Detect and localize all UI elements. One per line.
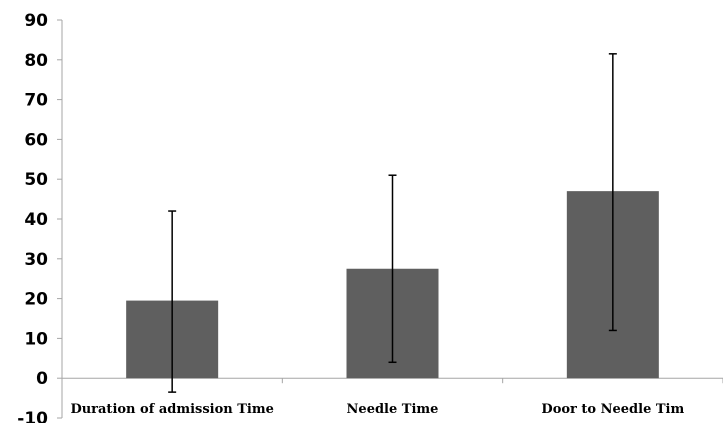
y-tick-label: -10 xyxy=(17,409,48,423)
x-category-label: Duration of admission Time xyxy=(70,402,273,417)
x-category-label: Door to Needle Tim xyxy=(541,402,684,417)
y-tick-label: 10 xyxy=(24,329,48,349)
y-tick-label: 30 xyxy=(24,250,48,270)
y-tick-label: 80 xyxy=(24,51,48,71)
y-tick-label: 50 xyxy=(24,170,48,190)
y-tick-label: 60 xyxy=(24,130,48,150)
y-tick-label: 40 xyxy=(24,210,48,230)
labels: -10 0 10 20 30 40 50 60 70 80 90 Duration of admiss… xyxy=(17,11,684,423)
y-tick-label: 90 xyxy=(24,11,48,31)
y-tick-label: 20 xyxy=(24,290,48,310)
y-tick-label: 0 xyxy=(36,369,48,389)
y-tick-label: 70 xyxy=(24,91,48,111)
x-category-label: Needle Time xyxy=(347,402,439,417)
error-bars xyxy=(168,53,617,393)
